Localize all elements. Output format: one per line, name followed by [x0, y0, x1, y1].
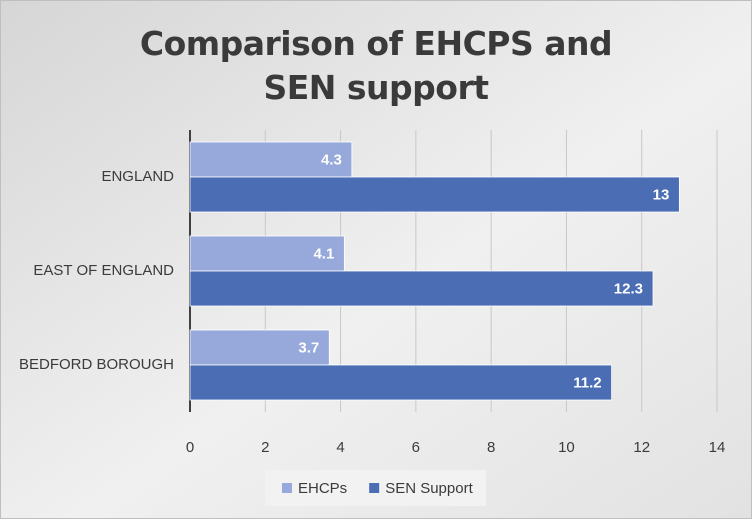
- y-tick-label: BEDFORD BOROUGH: [19, 356, 174, 373]
- bar: [189, 364, 613, 401]
- x-tick-label: 12: [633, 439, 650, 456]
- bar: [189, 176, 680, 213]
- data-label: 3.7: [298, 339, 319, 356]
- y-tick-label: EAST OF ENGLAND: [33, 262, 174, 279]
- legend-label: SEN Support: [385, 480, 473, 497]
- x-tick-label: 0: [186, 439, 194, 456]
- legend-swatch: [369, 483, 380, 493]
- legend-swatch: [282, 483, 292, 493]
- x-tick-label: 4: [336, 439, 344, 456]
- bar: [189, 141, 353, 178]
- x-tick-label: 2: [261, 439, 269, 456]
- data-label: 12.3: [614, 280, 643, 297]
- legend-label: EHCPs: [298, 480, 347, 497]
- data-label: 11.2: [573, 374, 601, 391]
- x-tick-label: 8: [487, 439, 495, 456]
- x-tick-label: 6: [412, 439, 420, 456]
- x-tick-label: 10: [558, 439, 575, 456]
- bar: [189, 329, 330, 366]
- bar: [189, 235, 345, 272]
- data-label: 4.1: [313, 245, 334, 262]
- chart-title: Comparison of EHCPS and SEN support: [139, 24, 613, 107]
- bar: [189, 270, 654, 307]
- x-tick-label: 14: [709, 439, 726, 456]
- data-label: 4.3: [321, 151, 342, 168]
- y-tick-label: ENGLAND: [101, 168, 174, 185]
- data-label: 13: [653, 186, 670, 203]
